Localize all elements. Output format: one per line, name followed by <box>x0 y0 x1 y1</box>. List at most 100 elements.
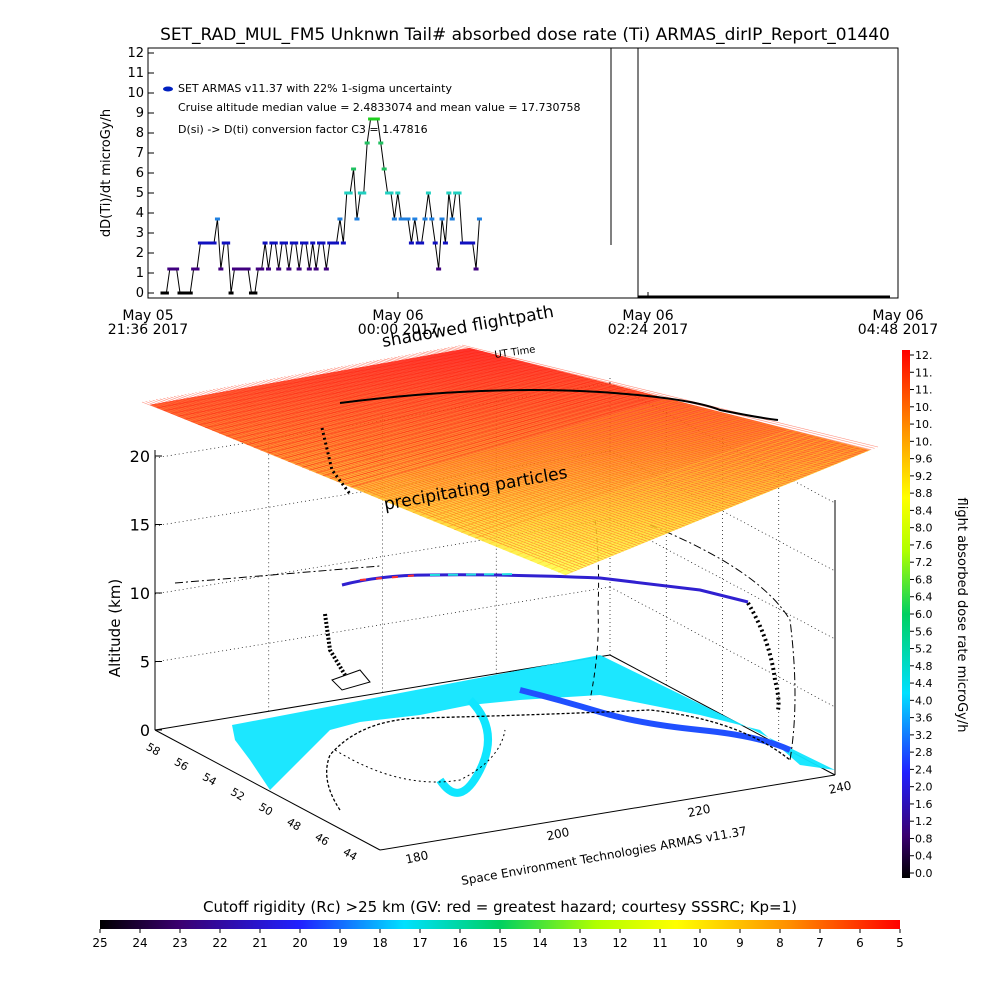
sheet-hatch <box>319 370 743 503</box>
colorbar-tick-label: 10. <box>915 418 933 431</box>
data-point <box>449 217 455 221</box>
data-point <box>228 291 234 295</box>
sheet-hatch <box>380 359 801 480</box>
rigidity-tick-label: 8 <box>776 936 784 950</box>
upper-flightpath <box>339 389 779 421</box>
sheet-hatch <box>302 385 617 468</box>
colorbar-tick-label: 8.8 <box>915 487 933 500</box>
colorbar-tick-label: 11. <box>915 366 933 379</box>
sheet-hatch <box>298 373 723 512</box>
data-point <box>231 267 237 271</box>
data-point <box>473 267 479 271</box>
data-point <box>456 191 462 195</box>
data-point <box>337 217 343 221</box>
colorbar-tick-label: 8.0 <box>915 522 933 535</box>
map-land-area <box>232 655 835 790</box>
data-point <box>395 191 401 195</box>
data-point <box>283 241 288 245</box>
data-point <box>235 267 241 271</box>
data-point <box>347 191 353 195</box>
sheet-hatch <box>516 437 824 556</box>
altitude-tick-label: 15 <box>130 516 150 535</box>
sheet-hatch <box>426 415 737 519</box>
sheet-hatch <box>309 371 733 508</box>
data-point <box>351 167 357 171</box>
annotation-cruise: Cruise altitude median value = 2.4833074… <box>178 101 581 114</box>
data-point <box>180 291 186 295</box>
colorbar-tick-label: 4.8 <box>915 660 933 673</box>
sheet-hatch <box>326 368 750 501</box>
data-point <box>402 217 408 221</box>
rigidity-tick-label: 15 <box>492 936 507 950</box>
data-point <box>187 291 193 295</box>
rigidity-colorbar-ticks: 25 24 23 22 21 20 19 18 17 16 15 14 13 12 11 10 9 8 7 6 5 <box>92 929 904 950</box>
data-point <box>197 241 203 245</box>
sheet-hatch <box>437 349 855 458</box>
data-point <box>415 241 421 245</box>
sheet-hatch <box>537 442 844 564</box>
latitude-tick-label: 52 <box>228 785 247 803</box>
data-point <box>204 241 210 245</box>
latitude-tick-label: 58 <box>144 740 163 758</box>
sheet-hatch <box>355 363 777 489</box>
sheet-hatch <box>371 402 684 496</box>
data-point <box>259 267 265 271</box>
y-tick-label: 0 <box>136 286 144 301</box>
y-tick-label: 12 <box>127 46 144 61</box>
sheet-hatch <box>481 429 791 542</box>
sheet-hatch <box>246 371 564 445</box>
flightpath-colored-seg2 <box>429 573 521 576</box>
sheet-hatch <box>170 352 491 414</box>
data-point <box>439 217 445 221</box>
colorbar-tick-label: 5.2 <box>915 643 933 656</box>
rigidity-tick-label: 14 <box>532 936 547 950</box>
data-point <box>272 241 278 245</box>
longitude-ticks: 180 200 220 240 <box>404 778 852 866</box>
sheet-hatch <box>163 351 484 411</box>
data-point <box>245 267 251 271</box>
colorbar-tick-label: 1.2 <box>915 815 933 828</box>
altitude-tick-label: 5 <box>140 653 150 672</box>
sheet-hatch <box>232 368 551 440</box>
sheet-hatch <box>191 357 511 423</box>
colorbar-tick-label: 3.2 <box>915 729 933 742</box>
data-point <box>425 191 431 195</box>
rigidity-colorbar-rect <box>100 920 900 929</box>
data-point <box>242 267 248 271</box>
sheet-hatch <box>337 366 760 496</box>
data-point <box>170 267 176 271</box>
colorbar-tick-label: 3.6 <box>915 712 933 725</box>
sheet-hatch <box>378 403 691 499</box>
annotation-conversion: D(si) -> D(ti) conversion factor C3 = 1.… <box>178 123 428 136</box>
sheet-hatch <box>444 347 862 455</box>
sheet-hatch <box>415 352 835 466</box>
data-point <box>248 291 254 295</box>
data-point <box>432 241 438 245</box>
colorbar-tick-label: 2.0 <box>915 781 933 794</box>
sheet-hatch <box>295 383 611 465</box>
series-line <box>163 118 480 294</box>
colorbar-tick-label: 6.4 <box>915 591 933 604</box>
data-point <box>368 117 374 121</box>
data-point <box>470 241 476 245</box>
colorbar-tick-label: 9.6 <box>915 453 933 466</box>
legend-text: SET ARMAS v11.37 with 22% 1-sigma uncert… <box>178 82 452 95</box>
sheet-hatch <box>474 427 784 539</box>
dose-colorbar-ticks: 12. 11. 11. 10. 10. 10. 9.6 9.2 8.8 8.4 8.0 7.6 7.2 6… <box>910 349 933 880</box>
x-tick-time: 02:24 2017 <box>608 322 688 338</box>
sheet-hatch <box>358 363 780 488</box>
figure-title: SET_RAD_MUL_FM5 Unknwn Tail# absorbed do… <box>160 25 890 45</box>
data-point <box>412 217 418 221</box>
sheet-hatch <box>419 352 838 464</box>
legend-marker <box>163 86 173 92</box>
side-grid-line <box>609 518 836 640</box>
altitude-label: Altitude (km) <box>106 579 124 677</box>
sheet-hatch <box>509 436 817 553</box>
longitude-tick-label: 220 <box>686 802 711 820</box>
sheet-hatch <box>387 358 807 477</box>
sheet-hatch <box>330 368 753 499</box>
data-point <box>211 241 217 245</box>
sheet-hatch <box>440 419 751 525</box>
data-point <box>269 241 275 245</box>
